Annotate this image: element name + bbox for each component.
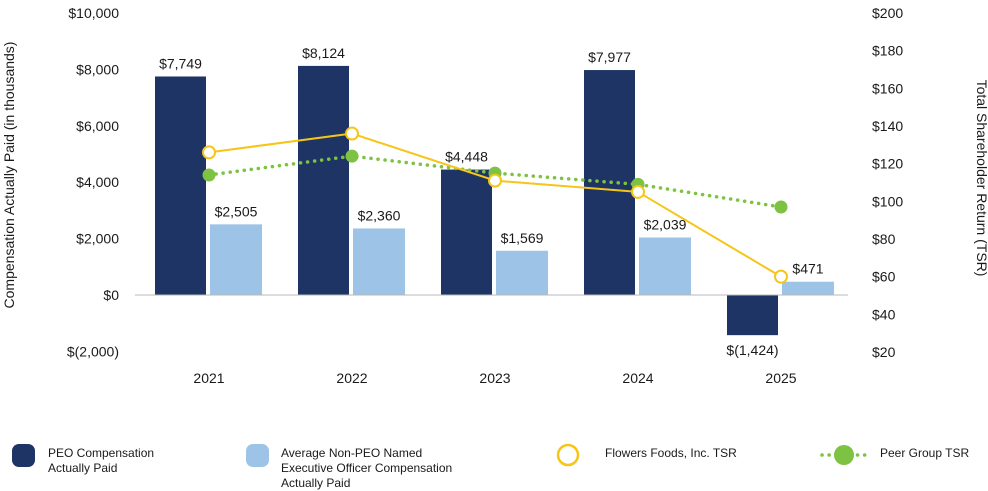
- legend-label: Executive Officer Compensation: [281, 461, 452, 475]
- bar-neo-compensation: [782, 281, 834, 295]
- peo-data-label: $7,749: [159, 55, 202, 71]
- y2-tick-label: $120: [872, 156, 903, 172]
- flowers-tsr-point: [202, 145, 216, 160]
- legend-label: Average Non-PEO Named: [281, 446, 422, 460]
- y2-tick-label: $200: [872, 5, 903, 21]
- y-tick-label: $6,000: [76, 118, 119, 134]
- legend-label: Actually Paid: [281, 476, 350, 490]
- y2-tick-label: $180: [872, 43, 903, 59]
- y-tick-label: $8,000: [76, 61, 119, 77]
- flowers-tsr-point: [345, 126, 359, 141]
- y-tick-label: $2,000: [76, 231, 119, 247]
- x-tick-label: 2022: [336, 370, 367, 386]
- bar-peo-compensation: [727, 295, 778, 336]
- neo-data-label: $1,569: [501, 230, 544, 246]
- x-tick-label: 2024: [622, 370, 653, 386]
- y-axis-title: Compensation Actually Paid (in thousands…: [1, 42, 17, 309]
- y2-tick-label: $140: [872, 118, 903, 134]
- bar-neo-compensation: [496, 250, 548, 295]
- y2-tick-label: $20: [872, 344, 896, 360]
- legend-label: Actually Paid: [48, 461, 117, 475]
- peer-group-tsr-point: [202, 168, 216, 182]
- y2-axis-title: Total Shareholder Return (TSR): [974, 80, 988, 277]
- legend-swatch: [834, 445, 854, 465]
- y2-tick-label: $80: [872, 231, 896, 247]
- y2-tick-label: $100: [872, 193, 903, 209]
- y2-tick-label: $60: [872, 269, 896, 285]
- legend-swatch: [556, 443, 580, 467]
- flowers-tsr-point: [488, 173, 502, 188]
- neo-data-label: $2,039: [644, 217, 687, 233]
- peer-group-tsr-point: [345, 149, 359, 163]
- peo-data-label: $4,448: [445, 149, 488, 165]
- legend-label: PEO Compensation: [48, 446, 154, 460]
- y-tick-label: $0: [103, 287, 119, 303]
- legend-swatch: [12, 444, 35, 467]
- y-tick-label: $(2,000): [67, 343, 119, 359]
- legend-label: Peer Group TSR: [880, 446, 969, 460]
- x-tick-label: 2021: [193, 370, 224, 386]
- y2-tick-label: $160: [872, 80, 903, 96]
- neo-data-label: $2,505: [215, 203, 258, 219]
- peo-data-label: $7,977: [588, 49, 631, 65]
- peer-group-tsr-point: [774, 200, 788, 214]
- bar-neo-compensation: [210, 224, 262, 295]
- neo-data-label: $471: [792, 261, 823, 277]
- bar-peo-compensation: [441, 169, 492, 295]
- bar-neo-compensation: [353, 228, 405, 295]
- bar-neo-compensation: [639, 237, 691, 295]
- x-tick-label: 2023: [479, 370, 510, 386]
- legend-label: Flowers Foods, Inc. TSR: [605, 446, 737, 460]
- peo-data-label: $(1,424): [726, 342, 778, 358]
- x-tick-label: 2025: [765, 370, 796, 386]
- bar-peo-compensation: [155, 76, 206, 295]
- flowers-tsr-point: [631, 184, 645, 199]
- y2-tick-label: $40: [872, 306, 896, 322]
- peo-data-label: $8,124: [302, 45, 345, 61]
- y-tick-label: $4,000: [76, 174, 119, 190]
- flowers-tsr-point: [774, 269, 788, 284]
- legend-swatch: [246, 444, 269, 467]
- y-tick-label: $10,000: [68, 5, 119, 21]
- bar-peo-compensation: [298, 65, 349, 295]
- neo-data-label: $2,360: [358, 207, 401, 223]
- flowers-tsr-line: [208, 132, 782, 278]
